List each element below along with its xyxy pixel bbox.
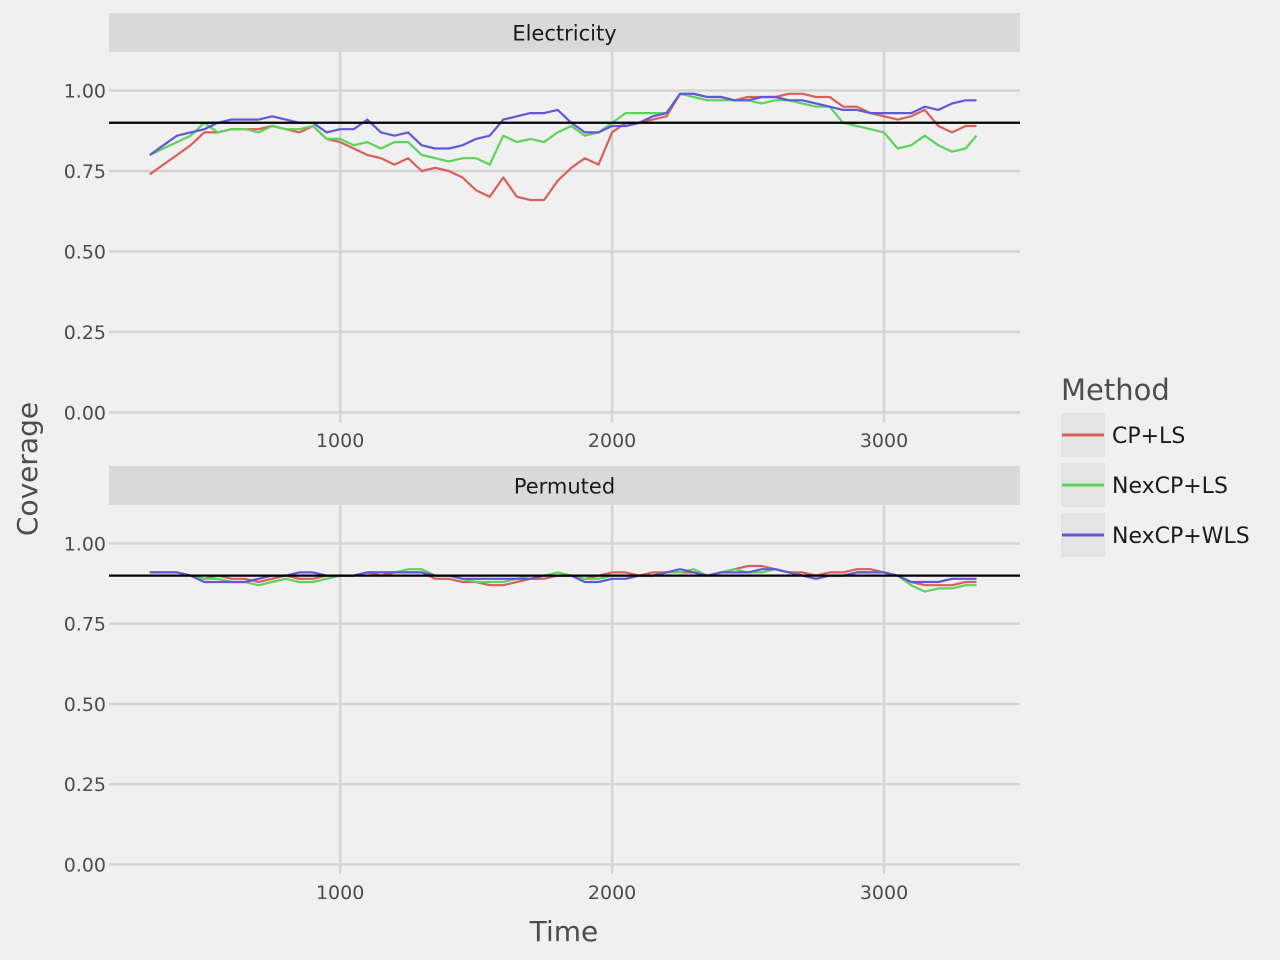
y-tick-label: 0.00 xyxy=(64,402,106,424)
x-tick-label: 3000 xyxy=(860,882,908,904)
y-tick-label: 0.75 xyxy=(64,614,106,636)
legend-entry: NexCP+WLS xyxy=(1061,513,1250,557)
x-axis-title: Time xyxy=(529,915,599,948)
legend-label: NexCP+LS xyxy=(1112,474,1228,499)
panel-permuted: Permuted 0.00 0.25 0.50 0.75 1.00 1000 2000 3000 xyxy=(64,466,1020,904)
y-tick-label: 0.75 xyxy=(64,161,106,183)
legend-title: Method xyxy=(1061,373,1170,407)
x-tick-label: 1000 xyxy=(316,430,364,452)
legend-label: NexCP+WLS xyxy=(1112,524,1250,549)
panel-strip-label: Permuted xyxy=(514,475,615,499)
legend: Method CP+LS NexCP+LS NexCP+WLS xyxy=(1061,373,1250,557)
x-tick-label: 2000 xyxy=(588,430,636,452)
panel-strip-label: Electricity xyxy=(512,22,616,46)
panel-strip xyxy=(109,13,1020,52)
y-tick-label: 0.00 xyxy=(64,854,106,876)
legend-entry: NexCP+LS xyxy=(1061,463,1228,507)
y-tick-label: 0.50 xyxy=(64,241,106,263)
y-tick-label: 0.50 xyxy=(64,694,106,716)
legend-label: CP+LS xyxy=(1112,424,1185,449)
panel-electricity: Electricity 0.00 0.25 0.50 0.75 1.00 1000 2000 3… xyxy=(64,13,1020,452)
x-tick-label: 2000 xyxy=(588,882,636,904)
panel-strip xyxy=(109,466,1020,505)
y-tick-label: 1.00 xyxy=(64,534,106,556)
legend-entry: CP+LS xyxy=(1061,413,1185,457)
y-tick-label: 1.00 xyxy=(64,81,106,103)
y-axis-title: Coverage xyxy=(11,402,44,536)
series-line-nexcp-ls xyxy=(149,92,978,166)
x-tick-label: 3000 xyxy=(860,430,908,452)
x-tick-label: 1000 xyxy=(316,882,364,904)
series-line-nexcp-wls xyxy=(149,92,977,156)
y-tick-label: 0.25 xyxy=(64,774,106,796)
y-tick-label: 0.25 xyxy=(64,322,106,344)
